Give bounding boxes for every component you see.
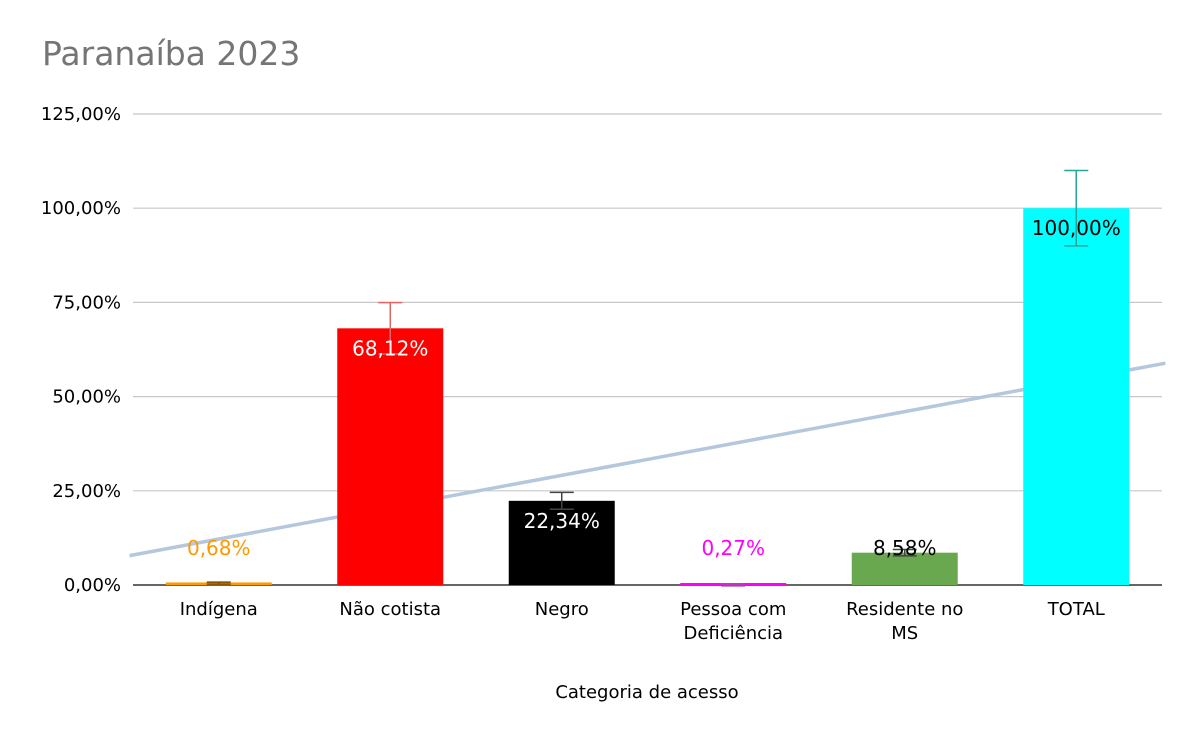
- data-labels-layer: 0,68% 68,12% 22,34% 0,27% 8,58% 100,00%: [187, 216, 1121, 560]
- bar: [851, 552, 958, 585]
- bar: [508, 500, 615, 585]
- y-tick-label: 50,00%: [52, 387, 121, 408]
- bars-layer: [165, 208, 1130, 585]
- data-label: 22,34%: [524, 509, 600, 533]
- x-tick-label: Residente no: [846, 599, 963, 620]
- x-tick-label: Deficiência: [683, 623, 783, 644]
- data-label: 0,68%: [187, 536, 251, 560]
- data-label: 0,27%: [701, 536, 765, 560]
- gridlines: [133, 113, 1162, 586]
- y-tick-label: 75,00%: [52, 292, 121, 313]
- x-tick-label: Pessoa com: [680, 599, 786, 620]
- y-tick-label: 25,00%: [52, 481, 121, 502]
- data-label: 100,00%: [1032, 216, 1121, 240]
- data-label: 8,58%: [873, 536, 937, 560]
- x-tick-label: Não cotista: [339, 599, 441, 620]
- bar: [337, 328, 444, 585]
- y-tick-label: 0,00%: [64, 575, 121, 596]
- error-bars-layer: [206, 169, 1089, 587]
- data-label: 68,12%: [352, 336, 428, 360]
- bar: [1023, 208, 1130, 585]
- chart-title: Paranaíba 2023: [42, 34, 301, 73]
- trendline-layer: [129, 361, 1166, 558]
- trendline: [129, 361, 1166, 558]
- y-tick-label: 125,00%: [41, 104, 121, 125]
- x-axis-ticks: Indígena Não cotista Negro Pessoa com Defici…: [180, 599, 1105, 644]
- x-tick-label: Indígena: [180, 599, 258, 620]
- x-tick-label: TOTAL: [1047, 599, 1105, 620]
- x-tick-label: MS: [891, 623, 918, 644]
- y-axis-ticks: 0,00% 25,00% 50,00% 75,00% 100,00% 125,00%: [41, 104, 121, 596]
- x-tick-label: Negro: [535, 599, 589, 620]
- y-tick-label: 100,00%: [41, 198, 121, 219]
- x-axis-label: Categoria de acesso: [555, 682, 738, 703]
